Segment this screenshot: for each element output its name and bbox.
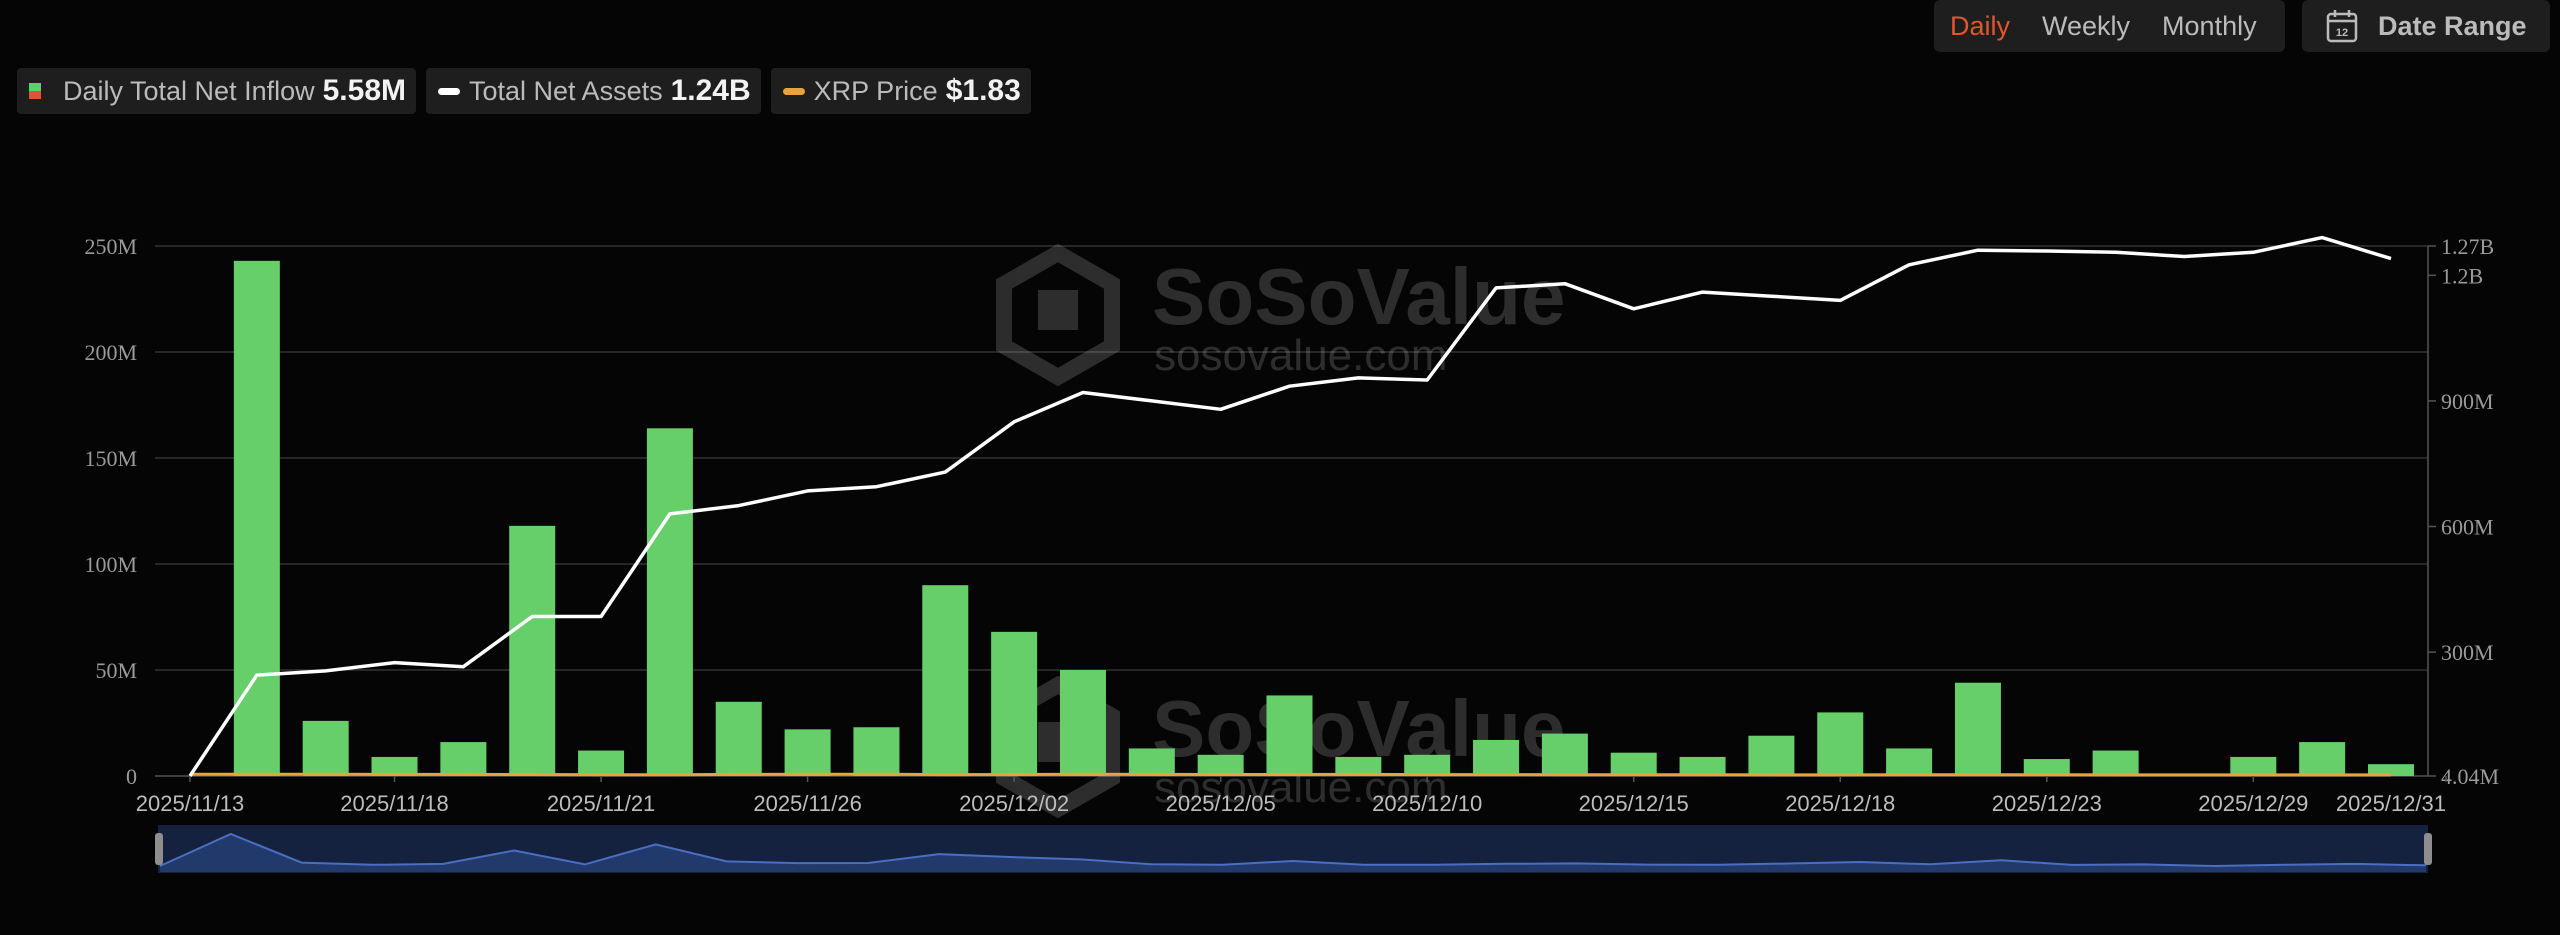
legend-label: XRP Price	[813, 75, 938, 106]
legend-item-net-assets[interactable]: Total Net Assets 1.24B	[426, 68, 761, 114]
inflow-bar	[1266, 695, 1313, 776]
y-right-tick-label: 1.27B	[2441, 234, 2494, 259]
navigator-right-handle[interactable]	[2424, 833, 2432, 865]
y-left-tick-label: 250M	[84, 234, 137, 259]
inflow-bar	[1059, 670, 1106, 776]
inflow-bar	[991, 631, 1038, 776]
y-right-tick-label: 4.04M	[2441, 764, 2499, 789]
inflow-bar	[302, 720, 349, 776]
inflow-bar	[1128, 748, 1175, 776]
flag-icon	[29, 83, 41, 99]
legend-item-net-inflow[interactable]: Daily Total Net Inflow 5.58M	[17, 68, 416, 114]
x-tick-label: 2025/12/05	[1166, 791, 1276, 816]
inflow-bar	[2368, 764, 2414, 776]
xrp-price-line	[190, 772, 2391, 777]
inflow-bar	[2230, 756, 2277, 776]
date-range-label: Date Range	[2378, 10, 2527, 41]
inflow-bar	[1404, 754, 1451, 776]
x-tick-label: 2025/12/18	[1785, 791, 1895, 816]
legend-value: 1.24B	[670, 74, 751, 107]
period-weekly-button[interactable]: Weekly	[2042, 10, 2131, 41]
net-assets-line	[188, 235, 2392, 777]
x-tick-label: 2025/11/13	[136, 791, 244, 816]
inflow-bar	[2023, 759, 2070, 776]
inflow-bar	[1335, 756, 1382, 776]
inflow-bar	[1817, 712, 1864, 776]
inflow-bar	[1541, 733, 1588, 776]
legend-label: Total Net Assets	[469, 75, 663, 106]
x-tick-label: 2025/12/02	[959, 791, 1069, 816]
x-axis: 2025/11/13 2025/11/18 2025/11/21 2025/11/26…	[136, 776, 2447, 816]
calendar-icon-day: 12	[2336, 27, 2348, 39]
chart-legend: Daily Total Net Inflow 5.58M Total Net A…	[17, 68, 1031, 114]
inflow-bar	[1954, 682, 2001, 776]
inflow-bar	[1886, 748, 1933, 776]
inflow-bar	[2092, 750, 2139, 776]
inflow-bar	[2299, 742, 2346, 776]
period-toggle: Daily Weekly Monthly	[1934, 0, 2285, 52]
x-tick-label: 2025/11/18	[340, 791, 448, 816]
x-tick-label: 2025/12/29	[2198, 791, 2308, 816]
x-tick-label: 2025/12/15	[1579, 791, 1689, 816]
line-swatch-icon	[782, 87, 805, 95]
xrp-price-series	[190, 772, 2391, 777]
y-right-tick-label: 900M	[2441, 389, 2494, 414]
y-left-tick-label: 50M	[95, 658, 137, 683]
period-monthly-button[interactable]: Monthly	[2162, 10, 2257, 41]
inflow-bar	[509, 525, 556, 776]
x-tick-label: 2025/12/10	[1372, 791, 1482, 816]
y-left-tick-label: 150M	[84, 446, 137, 471]
inflow-bar	[1748, 735, 1795, 776]
inflow-bar	[1679, 756, 1726, 776]
legend-label: Daily Total Net Inflow	[63, 75, 315, 106]
sosovalue-logo-icon	[996, 243, 1120, 387]
y-left-tick-label: 0	[126, 764, 137, 789]
x-tick-label: 2025/11/21	[547, 791, 655, 816]
y-right-tick-label: 300M	[2441, 640, 2494, 665]
x-tick-label: 2025/11/26	[753, 791, 861, 816]
inflow-bars	[233, 260, 2414, 777]
net-assets-series	[188, 235, 2392, 777]
y-axis-right: 4.04M 300M 600M 900M 1.2B 1.27B	[2428, 234, 2499, 789]
period-daily-button[interactable]: Daily	[1950, 10, 2011, 41]
inflow-bar	[922, 585, 969, 776]
line-swatch-icon	[438, 87, 460, 95]
watermark-url: sosovalue.com	[1154, 331, 1447, 380]
legend-item-xrp-price[interactable]: XRP Price $1.83	[770, 68, 1031, 114]
y-left-tick-label: 200M	[84, 340, 137, 365]
legend-value: $1.83	[945, 74, 1021, 107]
x-tick-label: 2025/12/31	[2336, 791, 2446, 816]
inflow-bar	[715, 701, 762, 776]
calendar-icon: 12	[2326, 10, 2358, 43]
y-right-tick-label: 1.2B	[2441, 263, 2483, 288]
inflow-bar	[440, 742, 487, 776]
date-range-button[interactable]: 12 Date Range	[2302, 0, 2550, 52]
inflow-bar	[233, 260, 280, 777]
watermark-brand: SoSoValue	[1152, 252, 1565, 341]
inflow-bar	[646, 428, 693, 776]
navigator-left-handle[interactable]	[155, 833, 163, 865]
legend-value: 5.58M	[322, 74, 406, 107]
x-tick-label: 2025/12/23	[1992, 791, 2102, 816]
inflow-bar	[1473, 739, 1520, 776]
inflow-bar	[853, 727, 900, 776]
inflow-bar	[784, 729, 831, 776]
inflow-bar	[1610, 752, 1657, 776]
y-right-tick-label: 600M	[2441, 514, 2494, 539]
y-left-tick-label: 100M	[84, 552, 137, 577]
range-navigator[interactable]	[155, 825, 2432, 873]
inflow-bar	[578, 750, 625, 776]
y-axis-left: 0 50M 100M 150M 200M 250M	[84, 234, 2429, 789]
inflow-bar	[371, 756, 418, 776]
inflow-bar	[1197, 754, 1244, 776]
navigator-line	[159, 832, 2427, 868]
